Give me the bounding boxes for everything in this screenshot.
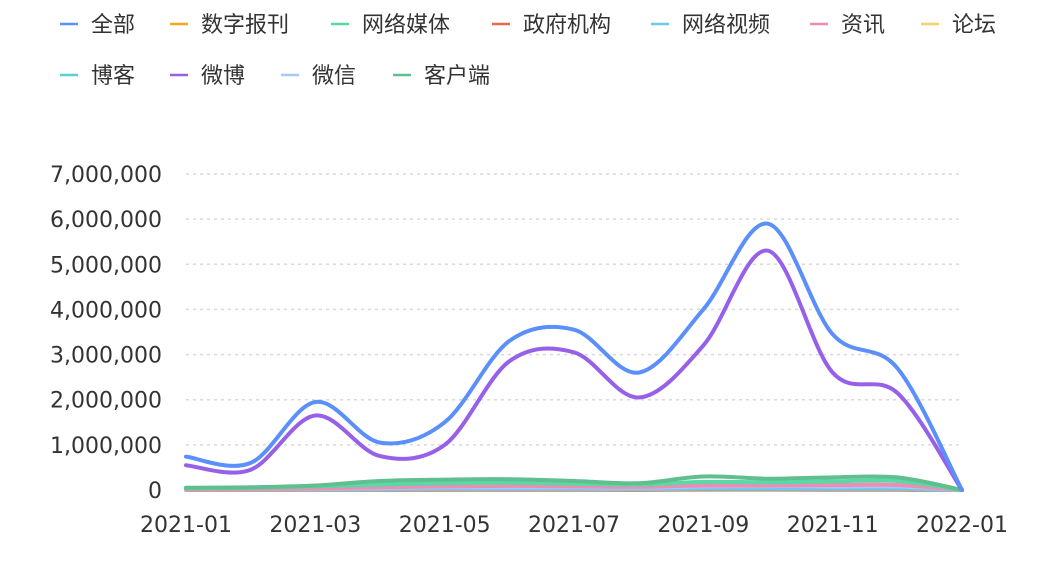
legend-label: 微信 [312, 64, 356, 89]
x-tick-label: 2021-01 [140, 513, 232, 538]
legend-label: 政府机构 [523, 13, 611, 38]
y-tick-label: 0 [148, 479, 162, 504]
y-tick-label: 1,000,000 [50, 434, 162, 459]
legend-item[interactable]: 客户端 [393, 64, 490, 89]
y-tick-label: 4,000,000 [50, 298, 162, 323]
x-tick-label: 2021-05 [399, 513, 491, 538]
legend-label: 微博 [201, 64, 245, 89]
legend-label: 网络媒体 [362, 13, 450, 38]
x-axis: 2021-01 2021-03 2021-05 2021-07 2021-09 2021-… [140, 513, 1008, 538]
legend-label: 客户端 [424, 64, 490, 89]
y-axis: 0 1,000,000 2,000,000 3,000,000 4,000,000 5,0… [50, 163, 162, 504]
legend-item[interactable]: 网络视频 [651, 13, 770, 38]
legend-item[interactable]: 网络媒体 [331, 13, 450, 38]
legend-item[interactable]: 博客 [60, 64, 135, 89]
series-line[interactable] [184, 221, 964, 492]
legend-item[interactable]: 资讯 [810, 13, 885, 38]
legend-item[interactable]: 政府机构 [492, 13, 611, 38]
legend-label: 资讯 [841, 13, 885, 38]
x-tick-label: 2021-11 [787, 513, 879, 538]
x-tick-label: 2021-09 [657, 513, 749, 538]
legend-label: 博客 [91, 64, 135, 89]
legend-item[interactable]: 论坛 [921, 13, 996, 38]
legend-item[interactable]: 微信 [281, 64, 356, 89]
legend-item[interactable]: 全部 [60, 13, 135, 38]
y-tick-label: 5,000,000 [50, 253, 162, 278]
legend-label: 全部 [91, 13, 135, 38]
legend-item[interactable]: 数字报刊 [170, 13, 289, 38]
x-tick-label: 2022-01 [916, 513, 1008, 538]
series-line[interactable] [184, 248, 964, 492]
chart-plot-area [184, 221, 964, 492]
x-tick-label: 2021-07 [528, 513, 620, 538]
x-tick-label: 2021-03 [269, 513, 361, 538]
y-tick-label: 2,000,000 [50, 389, 162, 414]
legend-item[interactable]: 微博 [170, 64, 245, 89]
legend-label: 数字报刊 [201, 13, 289, 38]
legend-label: 论坛 [952, 13, 996, 38]
y-tick-label: 3,000,000 [50, 344, 162, 369]
chart-grid [186, 173, 962, 446]
series-line[interactable] [184, 474, 964, 492]
y-tick-label: 7,000,000 [50, 163, 162, 188]
legend-label: 网络视频 [682, 13, 770, 38]
y-tick-label: 6,000,000 [50, 208, 162, 233]
